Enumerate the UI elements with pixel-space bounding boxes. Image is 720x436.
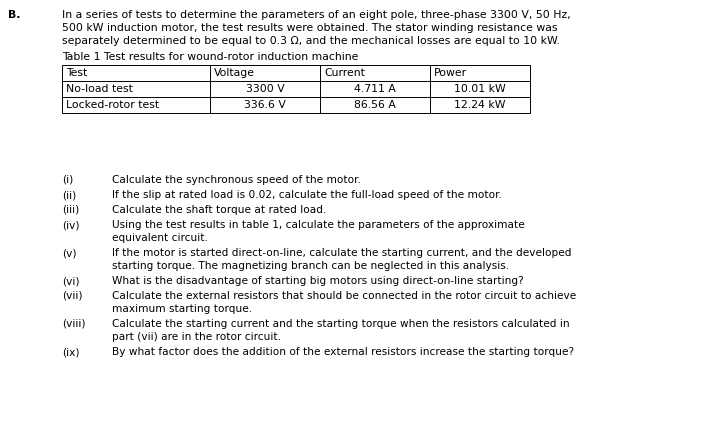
- Text: If the motor is started direct-on-line, calculate the starting current, and the : If the motor is started direct-on-line, …: [112, 248, 572, 258]
- Text: Using the test results in table 1, calculate the parameters of the approximate: Using the test results in table 1, calcu…: [112, 220, 525, 230]
- Text: maximum starting torque.: maximum starting torque.: [112, 304, 252, 314]
- Text: What is the disadvantage of starting big motors using direct-on-line starting?: What is the disadvantage of starting big…: [112, 276, 523, 286]
- Text: 3300 V: 3300 V: [246, 84, 284, 94]
- Text: If the slip at rated load is 0.02, calculate the full-load speed of the motor.: If the slip at rated load is 0.02, calcu…: [112, 190, 502, 200]
- Text: (vii): (vii): [62, 291, 83, 301]
- Text: starting torque. The magnetizing branch can be neglected in this analysis.: starting torque. The magnetizing branch …: [112, 261, 509, 271]
- Text: 86.56 A: 86.56 A: [354, 100, 396, 110]
- Text: Voltage: Voltage: [214, 68, 255, 78]
- Text: 10.01 kW: 10.01 kW: [454, 84, 506, 94]
- Text: No-load test: No-load test: [66, 84, 133, 94]
- Text: part (vii) are in the rotor circuit.: part (vii) are in the rotor circuit.: [112, 332, 281, 342]
- Text: Calculate the starting current and the starting torque when the resistors calcul: Calculate the starting current and the s…: [112, 319, 570, 329]
- Text: (ii): (ii): [62, 190, 76, 200]
- Text: (vi): (vi): [62, 276, 79, 286]
- Text: Current: Current: [324, 68, 365, 78]
- Text: 500 kW induction motor, the test results were obtained. The stator winding resis: 500 kW induction motor, the test results…: [62, 23, 557, 33]
- Text: Locked-rotor test: Locked-rotor test: [66, 100, 159, 110]
- Text: (iv): (iv): [62, 220, 79, 230]
- Text: Table 1 Test results for wound-rotor induction machine: Table 1 Test results for wound-rotor ind…: [62, 52, 359, 62]
- Text: (ix): (ix): [62, 347, 79, 357]
- Text: B.: B.: [8, 10, 20, 20]
- Text: In a series of tests to determine the parameters of an eight pole, three-phase 3: In a series of tests to determine the pa…: [62, 10, 571, 20]
- Text: Calculate the shaft torque at rated load.: Calculate the shaft torque at rated load…: [112, 205, 326, 215]
- Text: equivalent circuit.: equivalent circuit.: [112, 233, 208, 243]
- Text: (i): (i): [62, 175, 73, 185]
- Text: 4.711 A: 4.711 A: [354, 84, 396, 94]
- Bar: [62, 65, 530, 113]
- Text: Power: Power: [434, 68, 467, 78]
- Text: (iii): (iii): [62, 205, 79, 215]
- Text: separately determined to be equal to 0.3 Ω, and the mechanical losses are equal : separately determined to be equal to 0.3…: [62, 36, 560, 46]
- Text: Calculate the synchronous speed of the motor.: Calculate the synchronous speed of the m…: [112, 175, 361, 185]
- Text: (viii): (viii): [62, 319, 86, 329]
- Text: 336.6 V: 336.6 V: [244, 100, 286, 110]
- Text: Calculate the external resistors that should be connected in the rotor circuit t: Calculate the external resistors that sh…: [112, 291, 576, 301]
- Text: 12.24 kW: 12.24 kW: [454, 100, 505, 110]
- Text: By what factor does the addition of the external resistors increase the starting: By what factor does the addition of the …: [112, 347, 574, 357]
- Text: Test: Test: [66, 68, 87, 78]
- Text: (v): (v): [62, 248, 76, 258]
